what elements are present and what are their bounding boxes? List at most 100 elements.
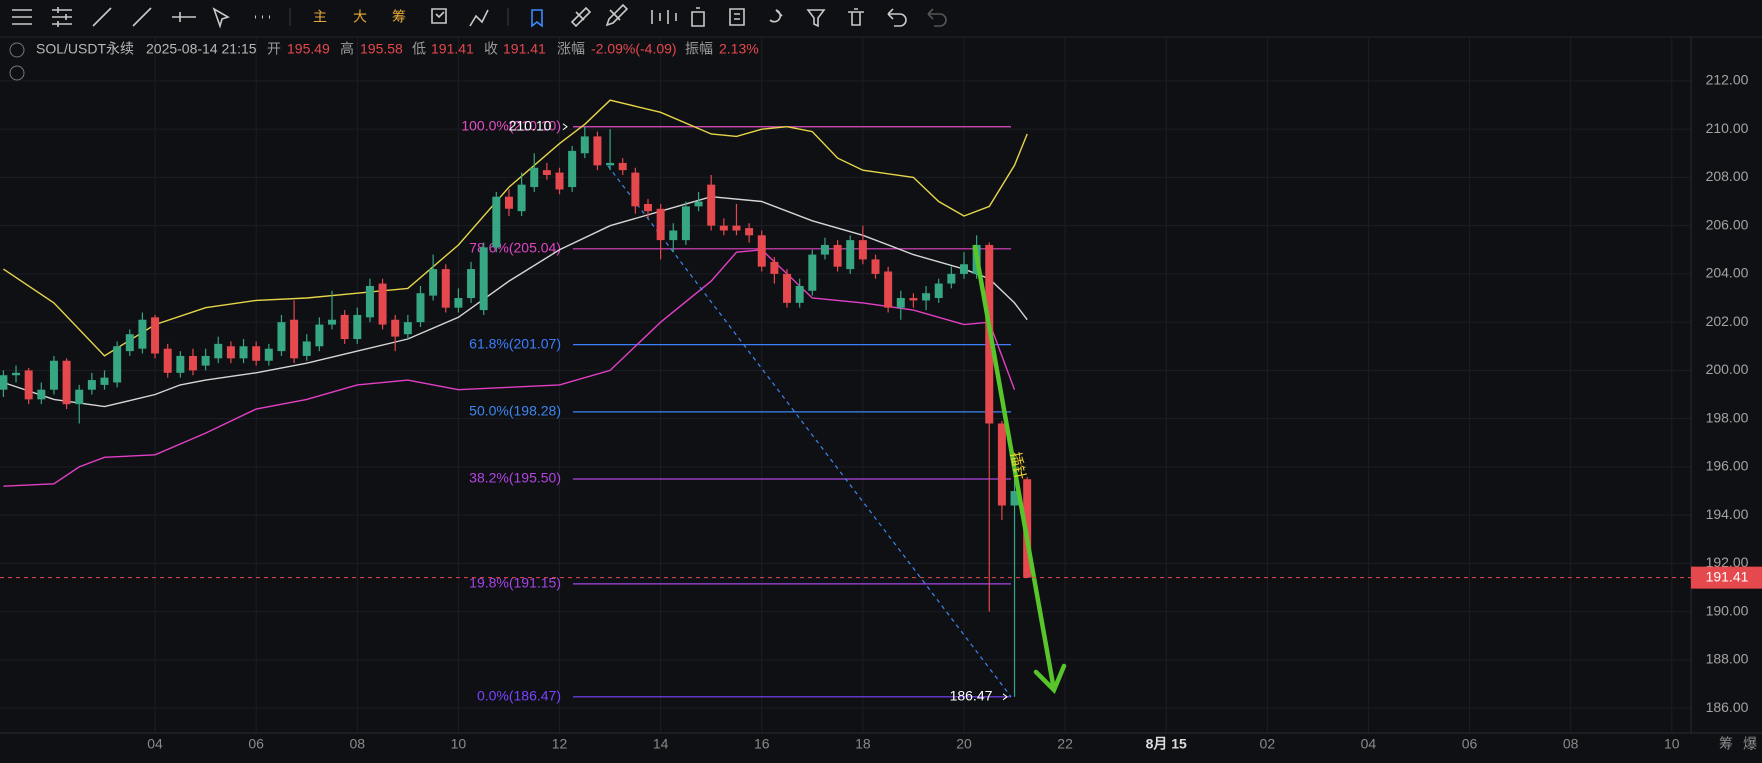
x-tick-label: 22 bbox=[1057, 736, 1073, 752]
candle-body bbox=[378, 283, 387, 325]
y-tick-label: 198.00 bbox=[1706, 409, 1749, 425]
last-price-label: 191.41 bbox=[1706, 568, 1749, 584]
candle-body bbox=[87, 380, 96, 390]
field-value: 195.58 bbox=[360, 41, 403, 57]
x-tick-label: 08 bbox=[350, 736, 366, 752]
candle-body bbox=[871, 259, 880, 274]
fib-label: 19.8%(191.15) bbox=[469, 575, 561, 591]
datetime: 2025-08-14 21:15 bbox=[146, 41, 257, 57]
candle-body bbox=[113, 346, 122, 383]
candle-body bbox=[997, 423, 1006, 506]
candle-body bbox=[656, 208, 665, 241]
candle-body bbox=[732, 225, 741, 231]
candle-body bbox=[24, 370, 33, 400]
candle-body bbox=[49, 360, 58, 390]
header: SOL/USDT永续 2025-08-14 21:15 开 195.49 高 1… bbox=[9, 41, 759, 81]
point-label: 210.10 bbox=[509, 117, 552, 133]
candle-body bbox=[909, 298, 918, 301]
fib-label: 38.2%(195.50) bbox=[469, 470, 561, 486]
point-arrow bbox=[562, 123, 568, 131]
candle-body bbox=[542, 170, 551, 175]
y-tick-label: 208.00 bbox=[1706, 168, 1749, 184]
field-value: 191.41 bbox=[503, 41, 546, 57]
candle-body bbox=[694, 201, 703, 207]
y-tick-label: 196.00 bbox=[1706, 458, 1749, 474]
plot-area: 186.00 188.00 190.00 192.00 194.00 196.00 198.… bbox=[0, 37, 1762, 752]
y-tick-label: 204.00 bbox=[1706, 265, 1749, 281]
x-tick-label: 02 bbox=[1260, 736, 1276, 752]
candle-body bbox=[391, 319, 400, 337]
candle-body bbox=[340, 314, 349, 340]
candle-body bbox=[492, 196, 501, 248]
candle-body bbox=[0, 375, 8, 390]
field-label: 低 bbox=[412, 41, 426, 57]
candle-body bbox=[959, 264, 968, 274]
candle-body bbox=[176, 355, 185, 373]
fib-label: 100.0%(210.10) bbox=[461, 117, 561, 133]
collapse-icon[interactable] bbox=[9, 42, 25, 58]
fib-label: 61.8%(201.07) bbox=[469, 335, 561, 351]
bottom-button[interactable]: 筹 bbox=[1719, 736, 1733, 752]
candle-body bbox=[467, 269, 476, 299]
candle-body bbox=[606, 162, 615, 166]
x-tick-label: 08 bbox=[1563, 736, 1579, 752]
indicator-line bbox=[3, 99, 1028, 357]
x-tick-label: 20 bbox=[956, 736, 972, 752]
toolbar-button[interactable]: 筹 bbox=[392, 9, 406, 25]
candle-body bbox=[719, 225, 728, 231]
y-tick-label: 188.00 bbox=[1706, 651, 1749, 667]
candle-body bbox=[783, 273, 792, 303]
candle-body bbox=[188, 355, 197, 371]
candle-body bbox=[429, 269, 438, 296]
candle-body bbox=[214, 343, 223, 359]
field-label: 振幅 bbox=[685, 41, 713, 57]
candle-body bbox=[568, 150, 577, 188]
trend-arrow bbox=[972, 244, 1067, 694]
candle-body bbox=[264, 348, 273, 361]
y-tick-label: 194.00 bbox=[1706, 506, 1749, 522]
candle-body bbox=[252, 346, 261, 361]
candle-body bbox=[922, 293, 931, 301]
x-tick-label: 16 bbox=[754, 736, 770, 752]
x-tick-label: 10 bbox=[451, 736, 467, 752]
expand-icon[interactable] bbox=[9, 65, 25, 81]
candle-body bbox=[631, 172, 640, 207]
indicator-line bbox=[3, 249, 1016, 487]
fib-trend bbox=[607, 165, 1012, 698]
x-tick-label: 06 bbox=[1462, 736, 1478, 752]
candle-body bbox=[669, 230, 678, 241]
candle-body bbox=[328, 319, 337, 325]
active-tool-icon[interactable] bbox=[531, 9, 543, 28]
candle-body bbox=[454, 298, 463, 308]
candle-body bbox=[138, 319, 147, 349]
candle-body bbox=[757, 235, 766, 267]
point-arrow bbox=[1002, 693, 1008, 701]
bottom-button[interactable]: 爆 bbox=[1743, 736, 1757, 752]
candle-body bbox=[846, 240, 855, 270]
candle-body bbox=[353, 314, 362, 340]
x-tick-label: 10 bbox=[1664, 736, 1680, 752]
toolbar-button[interactable]: 主 bbox=[313, 9, 327, 25]
candle-body bbox=[884, 271, 893, 308]
point-label: 186.47 bbox=[950, 688, 993, 704]
tool-icons[interactable] bbox=[12, 3, 947, 29]
field-value: -2.09%(-4.09) bbox=[591, 41, 677, 57]
fib-label: 78.6%(205.04) bbox=[469, 240, 561, 256]
y-tick-label: 190.00 bbox=[1706, 602, 1749, 618]
candle-body bbox=[770, 261, 779, 274]
field-value: 2.13% bbox=[719, 41, 759, 57]
candle-body bbox=[125, 334, 134, 352]
candle-body bbox=[858, 240, 867, 260]
y-tick-label: 192.00 bbox=[1706, 554, 1749, 570]
field-label: 高 bbox=[340, 41, 354, 57]
indicator-line bbox=[3, 195, 1028, 408]
field-label: 涨幅 bbox=[557, 41, 585, 57]
toolbar-button[interactable]: 大 bbox=[353, 9, 367, 25]
y-tick-label: 202.00 bbox=[1706, 313, 1749, 329]
y-tick-label: 206.00 bbox=[1706, 216, 1749, 232]
x-tick-label: 8月 15 bbox=[1146, 736, 1187, 752]
field-label: 开 bbox=[267, 41, 281, 57]
x-tick-label: 12 bbox=[552, 736, 568, 752]
candle-body bbox=[315, 324, 324, 347]
field-value: 195.49 bbox=[287, 41, 330, 57]
